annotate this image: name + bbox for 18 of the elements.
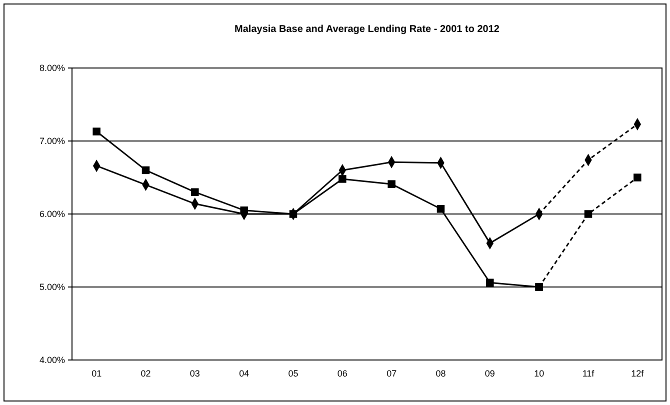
x-tick-label: 11f — [582, 368, 595, 378]
x-tick-label: 08 — [436, 368, 446, 378]
x-tick-label: 06 — [337, 368, 348, 378]
y-tick-label: 4.00% — [39, 354, 65, 365]
x-tick-label: 10 — [534, 368, 544, 378]
chart-title: Malaysia Base and Average Lending Rate - 2001 to 2012 — [234, 24, 500, 35]
x-tick-label: 02 — [140, 368, 151, 378]
y-tick-label: 7.00% — [39, 136, 65, 146]
x-tick-label: 09 — [484, 368, 495, 378]
x-tick-label: 03 — [190, 368, 200, 378]
x-tick-label: 01 — [92, 368, 102, 378]
y-tick-label: 5.00% — [39, 282, 65, 292]
y-tick-label: 6.00% — [39, 208, 65, 219]
x-tick-label: 12f — [631, 368, 644, 378]
x-tick-label: 07 — [386, 368, 397, 378]
x-tick-label: 04 — [239, 368, 250, 378]
y-tick-label: 8.00% — [39, 62, 65, 73]
x-tick-label: 05 — [288, 368, 298, 378]
